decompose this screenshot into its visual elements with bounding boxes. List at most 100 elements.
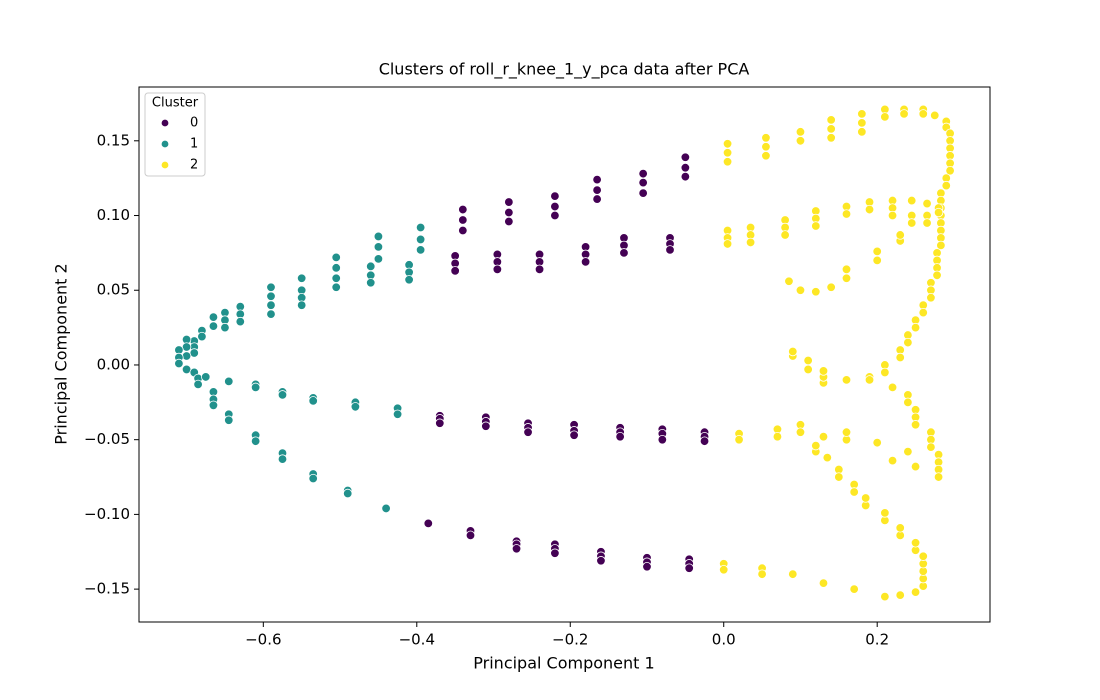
legend-marker bbox=[160, 118, 170, 128]
point bbox=[250, 382, 261, 393]
point bbox=[465, 530, 476, 541]
point bbox=[895, 230, 905, 240]
point bbox=[220, 322, 230, 333]
point bbox=[864, 204, 875, 215]
point bbox=[592, 185, 602, 195]
point bbox=[811, 221, 821, 231]
point bbox=[722, 239, 733, 249]
point bbox=[811, 440, 821, 451]
point bbox=[857, 127, 867, 137]
point bbox=[296, 273, 307, 283]
point bbox=[458, 204, 468, 215]
point bbox=[415, 245, 426, 255]
point bbox=[895, 523, 905, 533]
point bbox=[638, 168, 648, 179]
point bbox=[266, 309, 276, 319]
point bbox=[887, 210, 898, 221]
point bbox=[435, 418, 445, 428]
point bbox=[788, 346, 798, 357]
point bbox=[415, 234, 426, 245]
point bbox=[504, 197, 514, 207]
y-tick-label: −0.15 bbox=[84, 580, 130, 598]
point bbox=[638, 188, 648, 198]
point bbox=[458, 225, 468, 236]
legend-label: 1 bbox=[190, 137, 198, 152]
x-axis-label: Principal Component 1 bbox=[473, 654, 654, 673]
point bbox=[841, 273, 852, 283]
point bbox=[174, 358, 184, 369]
point bbox=[680, 152, 691, 162]
point bbox=[880, 591, 890, 602]
point bbox=[193, 379, 203, 390]
point bbox=[795, 127, 806, 137]
point bbox=[803, 355, 813, 366]
plot-frame bbox=[138, 86, 991, 623]
point bbox=[373, 231, 384, 242]
point bbox=[504, 216, 514, 227]
point bbox=[761, 151, 771, 161]
point bbox=[492, 264, 503, 275]
point bbox=[910, 538, 921, 548]
y-tick-label: 0.00 bbox=[97, 355, 130, 373]
point bbox=[550, 191, 560, 201]
point bbox=[277, 454, 288, 464]
point bbox=[277, 390, 288, 400]
point bbox=[945, 165, 955, 176]
point bbox=[366, 278, 376, 288]
point bbox=[907, 195, 917, 206]
point bbox=[592, 194, 602, 204]
point bbox=[684, 563, 694, 573]
point bbox=[860, 493, 871, 503]
legend-box bbox=[144, 92, 206, 177]
point bbox=[350, 402, 361, 412]
point bbox=[266, 291, 276, 301]
x-tick-label: 0.0 bbox=[712, 631, 736, 649]
point bbox=[910, 587, 921, 597]
point bbox=[331, 263, 341, 273]
point bbox=[366, 261, 376, 272]
point bbox=[932, 270, 942, 280]
y-tick-label: 0.05 bbox=[97, 281, 130, 299]
point bbox=[592, 174, 602, 185]
point bbox=[331, 273, 341, 283]
x-tick-label: −0.6 bbox=[245, 631, 281, 649]
point bbox=[903, 337, 913, 348]
point bbox=[197, 331, 207, 342]
point bbox=[841, 264, 852, 275]
point bbox=[818, 431, 829, 442]
point bbox=[826, 115, 836, 125]
legend-title: Cluster bbox=[152, 96, 199, 111]
point bbox=[826, 124, 836, 134]
point bbox=[761, 142, 771, 152]
point bbox=[550, 201, 560, 212]
point bbox=[849, 487, 859, 497]
point bbox=[761, 133, 771, 143]
point bbox=[580, 257, 591, 267]
point bbox=[657, 434, 668, 445]
point bbox=[450, 266, 460, 276]
point bbox=[504, 207, 514, 218]
y-tick-label: 0.10 bbox=[97, 206, 130, 224]
point bbox=[208, 321, 219, 331]
point bbox=[642, 562, 652, 572]
point bbox=[903, 397, 913, 408]
point bbox=[331, 282, 341, 292]
point bbox=[926, 293, 936, 303]
point bbox=[596, 556, 606, 566]
point bbox=[907, 218, 917, 228]
point bbox=[296, 300, 307, 310]
point bbox=[795, 136, 806, 146]
point bbox=[910, 322, 921, 333]
point bbox=[872, 246, 882, 257]
point bbox=[722, 139, 733, 149]
point bbox=[638, 177, 648, 188]
point bbox=[903, 446, 913, 457]
point bbox=[181, 351, 192, 361]
point bbox=[788, 569, 798, 579]
point bbox=[619, 248, 629, 258]
point bbox=[933, 207, 944, 218]
point bbox=[926, 442, 936, 452]
point bbox=[250, 436, 261, 446]
point bbox=[872, 255, 882, 266]
point bbox=[841, 375, 852, 385]
